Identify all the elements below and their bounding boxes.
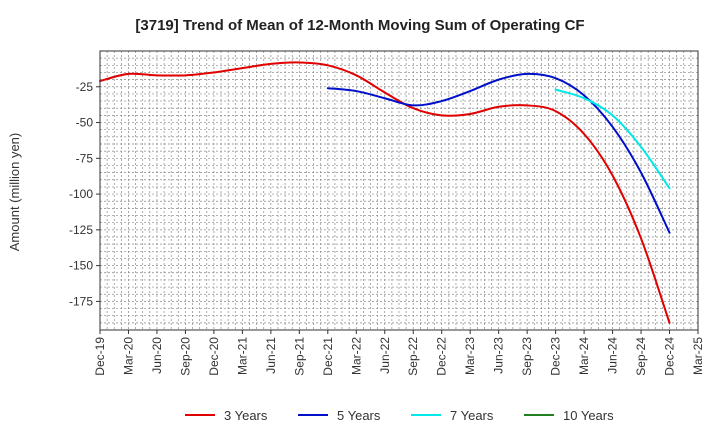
x-tick-label: Jun-24: [606, 337, 620, 374]
x-tick-label: Dec-23: [549, 337, 563, 376]
legend-label-7-years: 7 Years: [450, 408, 494, 423]
y-axis-ticks: -25 -50 -75 -100 -125 -150 -175: [69, 80, 100, 308]
x-tick-label: Dec-24: [663, 337, 677, 376]
x-tick-label: Dec-19: [93, 337, 107, 376]
x-tick-label: Sep-23: [520, 337, 534, 376]
x-tick-label: Sep-21: [292, 337, 306, 376]
x-tick-label: Mar-23: [463, 337, 477, 375]
chart-title: [3719] Trend of Mean of 12-Month Moving …: [135, 17, 584, 34]
y-tick-label: -150: [69, 259, 93, 273]
y-tick-label: -75: [76, 151, 94, 165]
y-tick-label: -25: [76, 80, 94, 94]
legend-label-5-years: 5 Years: [337, 408, 381, 423]
series-line-3-years: [99, 61, 671, 324]
y-axis-label: Amount (million yen): [7, 133, 22, 252]
series-lines: [99, 61, 671, 324]
x-tick-label: Jun-21: [264, 337, 278, 374]
x-tick-label: Sep-22: [406, 337, 420, 376]
legend-label-3-years: 3 Years: [224, 408, 268, 423]
x-tick-label: Jun-22: [378, 337, 392, 374]
plot-frame: [99, 50, 699, 331]
legend: 3 Years 5 Years 7 Years 10 Years: [185, 408, 614, 423]
x-tick-label: Mar-21: [235, 337, 249, 375]
y-tick-label: -175: [69, 294, 93, 308]
x-axis-ticks: Dec-19 Mar-20 Jun-20 Sep-20 Dec-20 Mar-21 Jun-…: [93, 330, 705, 376]
x-tick-label: Sep-24: [634, 337, 648, 376]
x-tick-label: Jun-23: [492, 337, 506, 374]
y-tick-label: -50: [76, 116, 94, 130]
series-line-7-years: [554, 88, 671, 190]
x-tick-label: Jun-20: [150, 337, 164, 374]
x-tick-label: Mar-24: [577, 337, 591, 375]
series-line-5-years: [326, 72, 671, 234]
x-tick-label: Dec-22: [435, 337, 449, 376]
x-tick-label: Dec-21: [321, 337, 335, 376]
x-tick-label: Dec-20: [207, 337, 221, 376]
y-tick-label: -100: [69, 187, 93, 201]
x-tick-label: Sep-20: [178, 337, 192, 376]
x-tick-label: Mar-20: [121, 337, 135, 375]
legend-label-10-years: 10 Years: [563, 408, 614, 423]
y-tick-label: -125: [69, 223, 93, 237]
grid: [100, 51, 698, 330]
x-tick-label: Mar-25: [691, 337, 705, 375]
x-tick-label: Mar-22: [349, 337, 363, 375]
